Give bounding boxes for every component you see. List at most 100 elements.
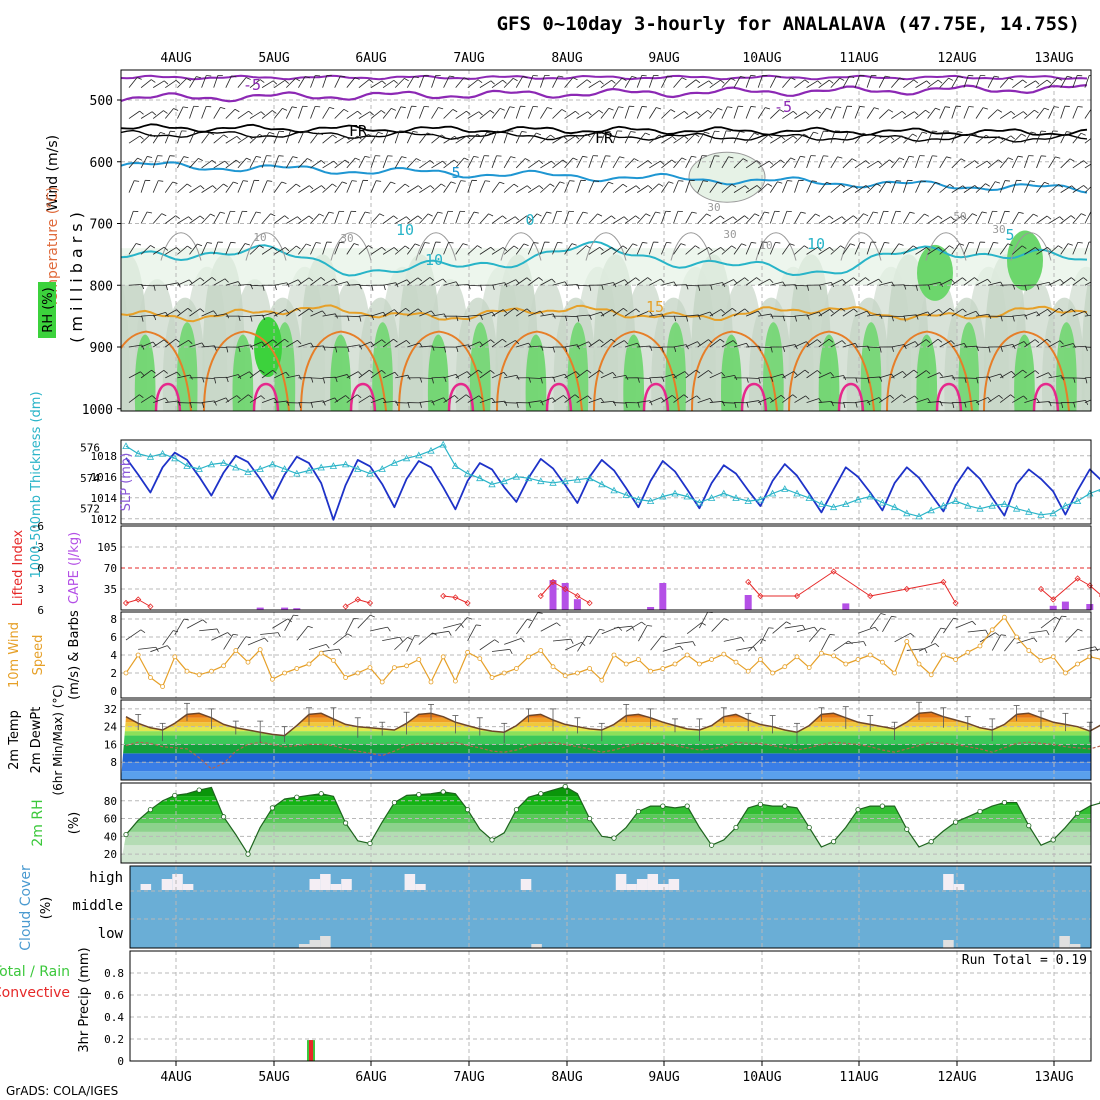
cloud-high-clear-5 bbox=[320, 874, 331, 890]
upper-barb-staff bbox=[576, 369, 588, 379]
wind10m-speed-point-22 bbox=[391, 665, 397, 670]
upper-barb-staff bbox=[213, 376, 227, 379]
upper-barb-64-9 bbox=[903, 341, 919, 348]
upper-barb-staff bbox=[927, 155, 933, 169]
upper-barb-staff bbox=[298, 106, 303, 119]
upper-barb-flag bbox=[339, 241, 345, 244]
lifted-index-line-1 bbox=[345, 599, 371, 607]
temp-label-3: (6hr Min/Max) (°C) bbox=[51, 684, 65, 795]
upper-barb-24-6 bbox=[419, 242, 430, 255]
upper-barb-flag bbox=[1092, 108, 1097, 110]
wind10m-speed-point-54 bbox=[782, 664, 788, 670]
precip-tick-0.6: 0.6 bbox=[104, 989, 124, 1002]
upper-barb-staff bbox=[673, 135, 685, 144]
pressure-tick-1000: 1000 bbox=[82, 403, 113, 418]
upper-barb-staff bbox=[782, 284, 796, 286]
upper-barb-56-1 bbox=[806, 109, 821, 119]
upper-barb-flag bbox=[406, 216, 411, 221]
upper-barb-staff bbox=[915, 180, 922, 193]
upper-barb-staff bbox=[540, 241, 545, 255]
upper-barb-51-11 bbox=[746, 400, 762, 406]
upper-barb-0-9 bbox=[128, 344, 145, 350]
upper-barb-72-0 bbox=[999, 77, 1014, 88]
upper-barb-staff bbox=[612, 78, 623, 88]
upper-barb-11-5 bbox=[261, 213, 276, 224]
wind10m-barb-flag-53 bbox=[786, 621, 791, 625]
upper-barb-59-10 bbox=[842, 377, 858, 383]
upper-barb-flag bbox=[200, 185, 205, 190]
upper-barb-54-8 bbox=[782, 315, 797, 322]
upper-barb-flag bbox=[750, 106, 756, 108]
cloud-label: Cloud Cover bbox=[18, 865, 34, 951]
upper-barb-51-3 bbox=[745, 160, 761, 169]
upper-barb-staff bbox=[128, 243, 137, 255]
upper-barb-flag bbox=[175, 80, 181, 84]
upper-barb-48-5 bbox=[709, 215, 725, 224]
upper-barb-41-7 bbox=[624, 277, 640, 286]
upper-barb-67-7 bbox=[939, 279, 955, 286]
upper-barb-30-10 bbox=[491, 371, 508, 379]
upper-barb-staff bbox=[310, 106, 316, 119]
upper-barb-24-2 bbox=[419, 132, 433, 144]
upper-barb-15-10 bbox=[310, 377, 325, 384]
upper-barb-75-10 bbox=[1036, 372, 1052, 379]
wind10m-speed-line bbox=[125, 616, 1100, 688]
upper-barb-flag bbox=[463, 77, 469, 81]
upper-barb-staff bbox=[636, 277, 648, 286]
wind10m-speed-point-26 bbox=[440, 654, 446, 660]
upper-barb-18-2 bbox=[346, 135, 362, 144]
rh-point-38 bbox=[586, 815, 593, 822]
upper-barb-staff bbox=[1024, 247, 1036, 255]
upper-barb-66-4 bbox=[927, 181, 941, 193]
contour-plus25-2 bbox=[349, 382, 377, 411]
rh-point-22 bbox=[391, 799, 397, 806]
upper-barb-29-5 bbox=[479, 213, 494, 224]
upper-barb-64-11 bbox=[903, 395, 919, 403]
upper-barb-staff bbox=[915, 155, 921, 169]
wind10m-barb-49 bbox=[723, 637, 742, 642]
upper-barb-staff bbox=[201, 345, 215, 348]
upper-barb-staff bbox=[612, 106, 619, 119]
upper-barb-staff bbox=[201, 185, 213, 193]
cloud-high-clear-8 bbox=[404, 874, 416, 890]
upper-barb-43-0 bbox=[648, 74, 659, 88]
upper-barb-flag bbox=[357, 135, 362, 140]
upper-barb-staff bbox=[406, 76, 415, 88]
upper-barb-65-7 bbox=[915, 284, 931, 290]
upper-barb-flag bbox=[463, 157, 469, 161]
upper-barb-flag bbox=[695, 369, 701, 374]
thickness-marker-55 bbox=[793, 489, 801, 497]
upper-barb-25-0 bbox=[431, 74, 441, 88]
upper-barb-77-1 bbox=[1060, 105, 1070, 119]
upper-barb-flag bbox=[611, 309, 616, 314]
upper-barb-staff bbox=[987, 109, 998, 119]
upper-barb-flag bbox=[950, 216, 955, 221]
upper-barb-staff bbox=[854, 345, 868, 348]
upper-barb-flag bbox=[865, 185, 870, 190]
pressure-tick-900: 900 bbox=[90, 341, 113, 356]
thickness-marker-32 bbox=[512, 472, 521, 480]
upper-barb-flag bbox=[813, 131, 819, 134]
wind10m-barb-2 bbox=[150, 645, 168, 653]
upper-barb-staff bbox=[878, 109, 889, 119]
upper-barb-flag bbox=[940, 401, 943, 407]
upper-barb-flag bbox=[741, 243, 747, 246]
upper-barb-flag bbox=[806, 341, 810, 346]
upper-barb-staff bbox=[503, 216, 516, 224]
wind10m-speed-point-38 bbox=[587, 666, 592, 671]
upper-barb-flag bbox=[533, 242, 539, 244]
upper-barb-flag bbox=[513, 183, 519, 188]
upper-barb-staff bbox=[661, 281, 675, 286]
upper-barb-72-11 bbox=[999, 394, 1015, 403]
upper-barb-flag bbox=[431, 378, 434, 384]
upper-barb-staff bbox=[479, 246, 492, 255]
wind10m-barb-flag-60 bbox=[874, 626, 879, 632]
upper-barb-staff bbox=[141, 284, 155, 287]
upper-barb-flag bbox=[476, 133, 482, 138]
upper-barb-flag bbox=[958, 75, 964, 78]
wind10m-barb-55 bbox=[796, 626, 815, 633]
upper-barb-flag bbox=[1010, 135, 1015, 140]
wind10m-barb-flag-33 bbox=[537, 612, 543, 614]
upper-barb-flag bbox=[694, 133, 700, 137]
